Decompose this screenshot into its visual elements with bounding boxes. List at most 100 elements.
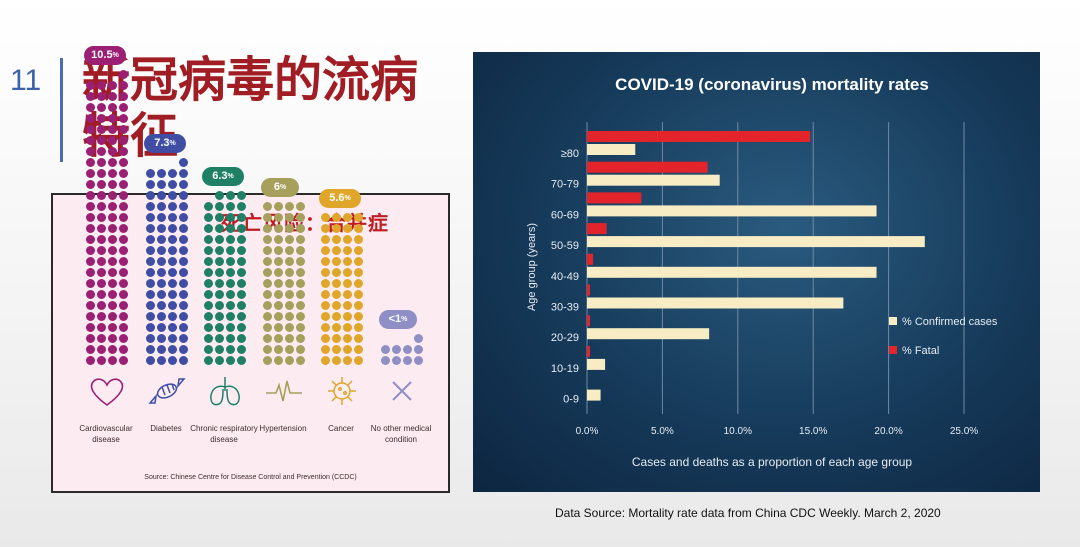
- y-tick-label: 70-79: [551, 179, 579, 191]
- dot: [226, 334, 235, 343]
- dot: [146, 268, 155, 277]
- dot: [392, 356, 401, 365]
- dot: [108, 257, 117, 266]
- dot: [86, 345, 95, 354]
- dot: [321, 213, 330, 222]
- dot: [168, 224, 177, 233]
- dot: [215, 268, 224, 277]
- dot: [381, 345, 390, 354]
- dot: [354, 356, 363, 365]
- rate-value: 6: [273, 181, 280, 193]
- legend-swatch-fatal: [889, 346, 897, 354]
- dot: [354, 279, 363, 288]
- dot: [274, 301, 283, 310]
- rate-unit: %: [227, 173, 234, 180]
- dot: [237, 191, 246, 200]
- dot: [354, 246, 363, 255]
- dot: [392, 334, 401, 343]
- dot: [179, 180, 188, 189]
- dot: [237, 279, 246, 288]
- dot: [108, 224, 117, 233]
- dot: [343, 356, 352, 365]
- dot: [274, 202, 283, 211]
- dot: [274, 312, 283, 321]
- dot: [86, 191, 95, 200]
- dot: [179, 257, 188, 266]
- dot: [86, 279, 95, 288]
- dot: [296, 213, 305, 222]
- dot: [285, 235, 294, 244]
- dot: [215, 334, 224, 343]
- dot: [263, 323, 272, 332]
- dot: [381, 334, 390, 343]
- rate-badge: 5.6%: [319, 189, 361, 208]
- dot: [296, 224, 305, 233]
- dot: [179, 345, 188, 354]
- dot: [226, 312, 235, 321]
- dot: [321, 345, 330, 354]
- y-tick-label: 0-9: [563, 394, 579, 406]
- x-tick-label: 10.0%: [724, 426, 752, 437]
- dot: [285, 290, 294, 299]
- dot: [157, 301, 166, 310]
- dot: [108, 125, 117, 134]
- dot: [119, 279, 128, 288]
- dot: [226, 224, 235, 233]
- dot: [157, 224, 166, 233]
- dot: [179, 334, 188, 343]
- dot: [86, 301, 95, 310]
- comorbidity-panel: 死亡风险：合并症 10.5% Cardiovascular disease 7.3%…: [51, 46, 450, 493]
- dot: [215, 301, 224, 310]
- rate-badge: 6%: [261, 178, 299, 197]
- dot: [414, 334, 423, 343]
- data-source-note: Data Source: Mortality rate data from Ch…: [555, 506, 941, 520]
- dot: [157, 334, 166, 343]
- bar-fatal: [587, 192, 642, 204]
- dot: [146, 301, 155, 310]
- dot: [226, 268, 235, 277]
- dot: [157, 323, 166, 332]
- dot: [146, 323, 155, 332]
- dot: [97, 92, 106, 101]
- condition-label: Chronic respiratory disease: [190, 424, 258, 444]
- dot: [108, 235, 117, 244]
- dot: [296, 246, 305, 255]
- bar-confirmed: [587, 236, 925, 248]
- condition-label: Hypertension: [259, 424, 307, 433]
- dot: [157, 169, 166, 178]
- mortality-chart-panel: COVID-19 (coronavirus) mortality rates 0.…: [473, 52, 1040, 492]
- dot: [168, 235, 177, 244]
- dot: [179, 202, 188, 211]
- dot: [215, 246, 224, 255]
- dot: [108, 180, 117, 189]
- dot: [215, 356, 224, 365]
- dot: [86, 103, 95, 112]
- dot: [86, 114, 95, 123]
- dot: [179, 312, 188, 321]
- dot: [321, 235, 330, 244]
- dot: [332, 290, 341, 299]
- dot: [381, 356, 390, 365]
- bar-confirmed: [587, 144, 636, 155]
- dot: [119, 158, 128, 167]
- dot: [332, 257, 341, 266]
- dot: [226, 257, 235, 266]
- dot: [296, 279, 305, 288]
- dot: [146, 290, 155, 299]
- bar-confirmed: [587, 358, 606, 370]
- dot: [119, 202, 128, 211]
- dot: [274, 224, 283, 233]
- dot: [157, 290, 166, 299]
- dot: [204, 279, 213, 288]
- dot: [354, 312, 363, 321]
- dot: [168, 268, 177, 277]
- dot: [343, 301, 352, 310]
- dot: [168, 334, 177, 343]
- dot: [215, 235, 224, 244]
- dot: [119, 213, 128, 222]
- dot: [343, 257, 352, 266]
- bar-fatal: [587, 223, 607, 235]
- dot: [343, 268, 352, 277]
- dot: [119, 323, 128, 332]
- dot: [354, 213, 363, 222]
